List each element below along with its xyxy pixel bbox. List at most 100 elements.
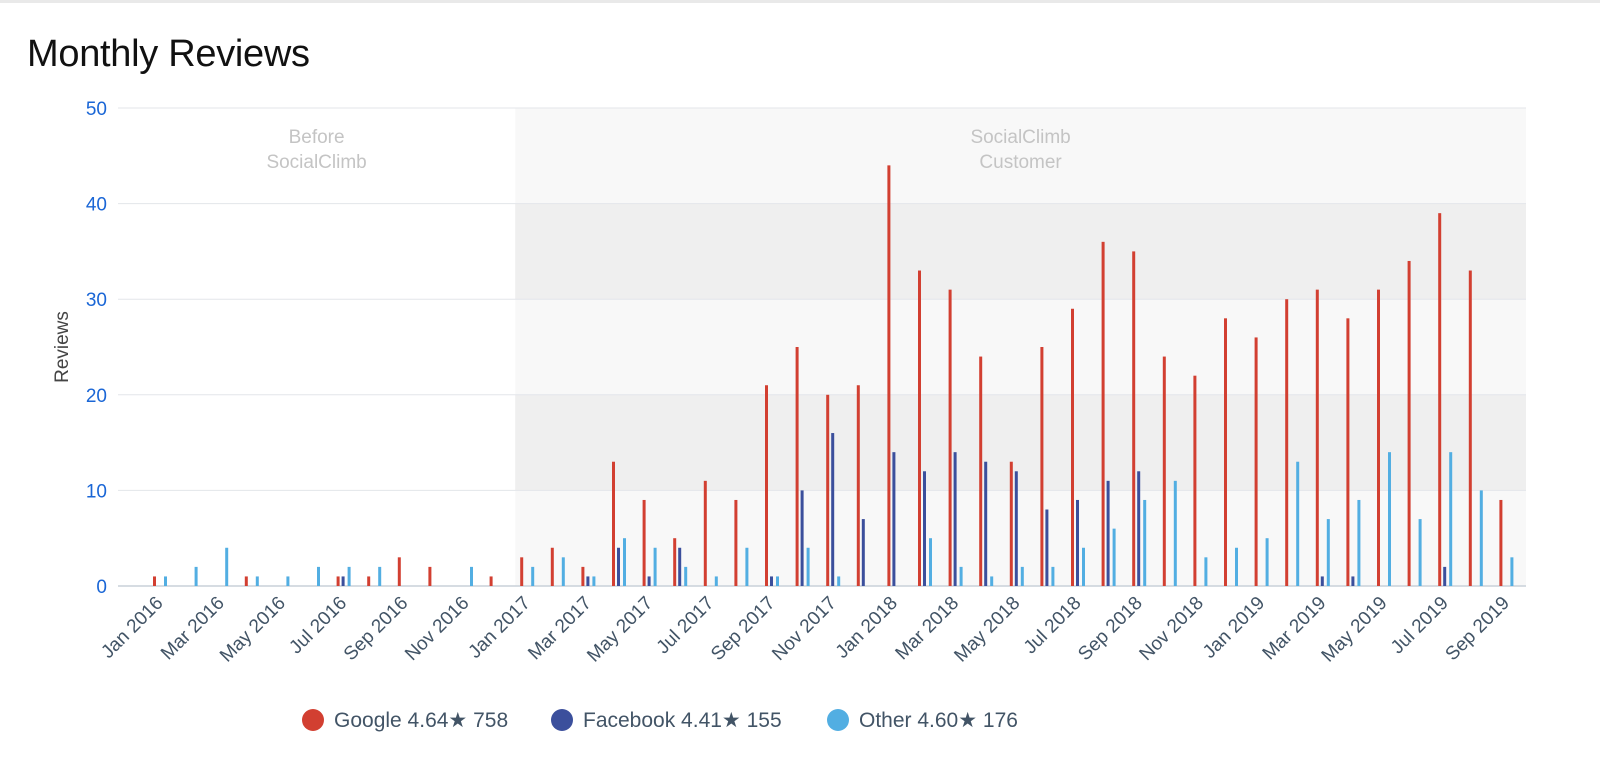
bar-facebook (678, 547, 682, 586)
x-tick-label: Sep 2018 (1074, 593, 1146, 665)
band-label-line1: Before (289, 127, 345, 148)
bar-google (1407, 260, 1411, 586)
x-tick-label: Sep 2016 (340, 593, 412, 665)
bar-other (1082, 547, 1085, 586)
band-socialclimb-customer (515, 108, 1526, 586)
bar-facebook (1106, 480, 1110, 586)
bar-other (347, 566, 351, 586)
bar-facebook (617, 547, 620, 586)
bar-other (164, 576, 167, 586)
bar-facebook (647, 576, 651, 586)
legend-dot-google (302, 709, 324, 731)
bar-facebook (1045, 509, 1049, 586)
x-tick-label: Jan 2018 (832, 593, 902, 663)
bar-google (581, 566, 585, 586)
bar-other (317, 566, 320, 586)
bar-google (1040, 347, 1044, 586)
bar-facebook (923, 471, 926, 586)
bar-google (795, 347, 799, 586)
bar-other (745, 547, 749, 586)
x-tick-label: May 2017 (583, 593, 657, 667)
y-axis-label: Reviews (52, 311, 73, 383)
bar-google (1468, 270, 1472, 586)
bar-other (531, 566, 535, 586)
bar-google (887, 165, 891, 587)
y-tick-label: 50 (86, 99, 107, 120)
bar-other (1357, 499, 1361, 586)
bar-other (1204, 557, 1208, 586)
band-stripe-0 (515, 203, 1526, 300)
bar-other (714, 576, 718, 586)
bar-google (1193, 375, 1197, 586)
bar-other (653, 547, 657, 586)
legend-item-facebook[interactable]: Facebook 4.41★ 155 (551, 700, 782, 740)
band-label-line1: SocialClimb (970, 127, 1070, 148)
bar-google (1315, 289, 1319, 586)
bar-google (918, 270, 921, 586)
bar-facebook (1351, 576, 1355, 586)
bar-google (1285, 299, 1289, 586)
x-tick-label: Sep 2017 (707, 593, 779, 665)
bar-facebook (861, 519, 865, 586)
bar-other (255, 576, 259, 586)
bar-other (1326, 519, 1330, 586)
bar-google (244, 576, 248, 586)
bar-facebook (1320, 576, 1324, 586)
bar-other (623, 538, 626, 586)
bar-google (826, 394, 830, 586)
bar-google (336, 576, 340, 586)
bar-google (1346, 318, 1350, 586)
bar-facebook (1443, 566, 1447, 586)
bar-google (703, 480, 707, 586)
y-tick-label: 30 (86, 290, 107, 311)
x-tick-label: Sep 2019 (1442, 593, 1514, 665)
legend-item-google[interactable]: Google 4.64★ 758 (302, 700, 508, 740)
bar-facebook (800, 490, 804, 586)
bar-other (378, 566, 382, 586)
bar-facebook (984, 461, 988, 586)
bar-other (1510, 557, 1514, 586)
bar-other (194, 566, 198, 586)
bar-other (776, 576, 779, 586)
bar-google (673, 538, 677, 586)
bar-other (929, 538, 932, 586)
legend-dot-other (827, 709, 849, 731)
y-tick-label: 10 (86, 481, 107, 502)
bar-other (1051, 566, 1055, 586)
band-label-line2: SocialClimb (266, 152, 366, 173)
bar-google (1132, 251, 1136, 586)
x-tick-label: Jan 2019 (1199, 593, 1269, 663)
bar-other (1449, 452, 1453, 586)
bar-google (734, 499, 738, 586)
bar-other (592, 576, 596, 586)
bar-facebook (1137, 471, 1141, 586)
bar-facebook (892, 452, 896, 586)
x-tick-label: Jan 2017 (465, 593, 535, 663)
bar-other (806, 547, 810, 586)
bar-other (470, 566, 473, 586)
bar-google (489, 576, 493, 586)
band-label-line2: Customer (979, 152, 1062, 173)
bar-facebook (341, 576, 345, 586)
legend-label-google: Google 4.64★ 758 (334, 708, 509, 732)
bar-other (1020, 566, 1024, 586)
bar-other (1296, 461, 1300, 586)
bar-other (1143, 499, 1147, 586)
bar-other (1418, 519, 1422, 586)
bar-facebook (831, 433, 835, 586)
bar-other (1235, 547, 1238, 586)
x-tick-label: May 2016 (216, 593, 290, 667)
bar-google (612, 461, 615, 586)
y-tick-label: 20 (86, 386, 107, 407)
bar-facebook (953, 452, 957, 586)
bar-facebook (770, 576, 773, 586)
bar-google (1377, 289, 1380, 586)
y-tick-label: 40 (86, 195, 107, 216)
bar-google (1499, 499, 1503, 586)
top-divider (0, 0, 1600, 3)
legend-item-other[interactable]: Other 4.60★ 176 (827, 700, 1018, 740)
bar-google (367, 576, 371, 586)
bar-google (1438, 213, 1442, 586)
bar-other (1112, 528, 1116, 586)
